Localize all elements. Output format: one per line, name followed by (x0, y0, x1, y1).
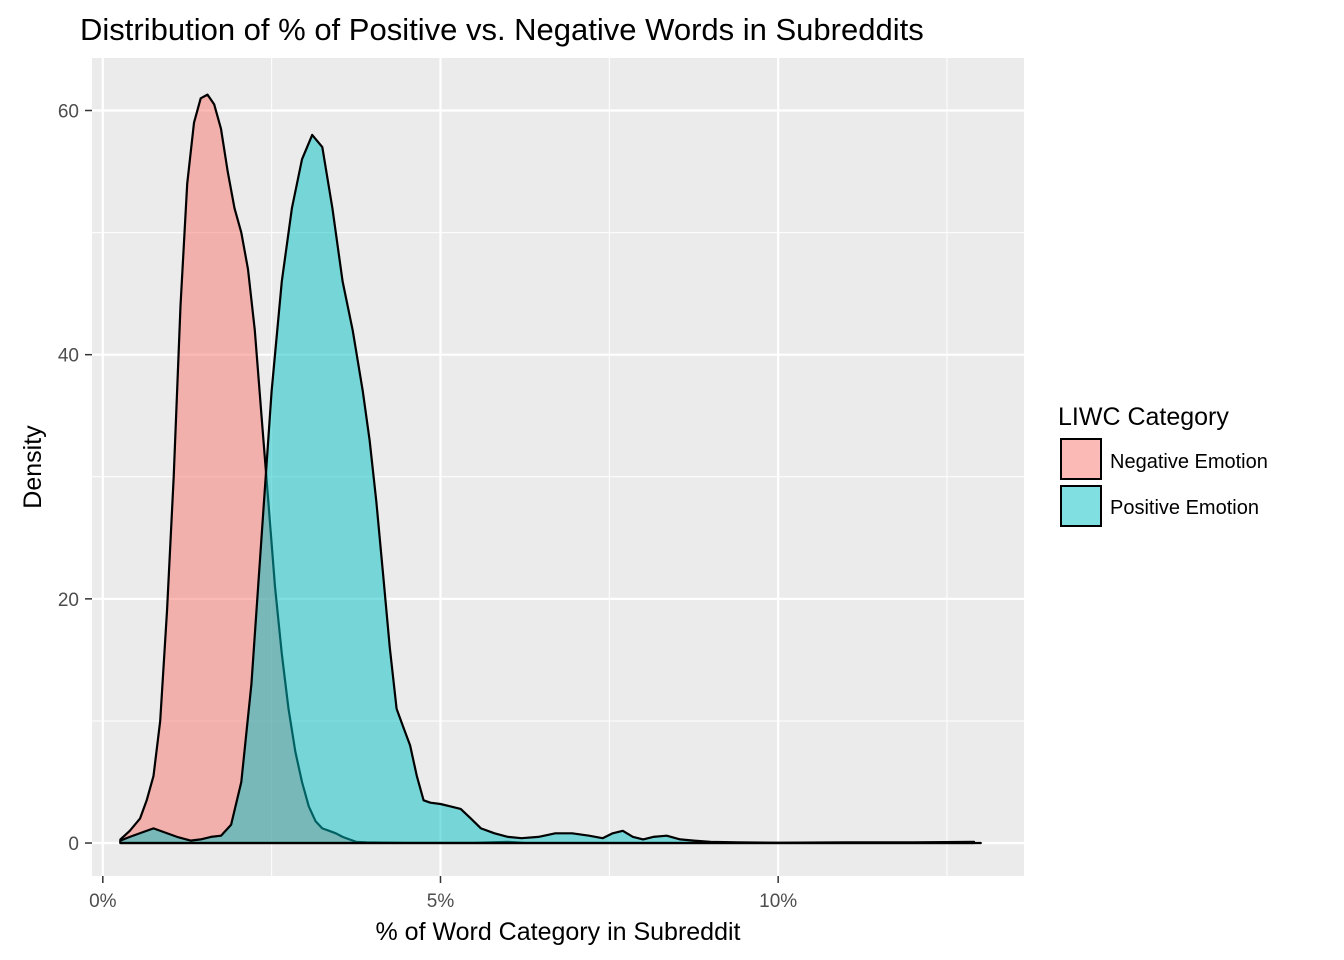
legend-key-positive (1060, 485, 1102, 527)
axis-ticks (85, 109, 779, 883)
x-tick-label: 10% (759, 891, 797, 912)
legend-key-negative (1060, 438, 1102, 480)
y-tick-label: 20 (58, 590, 79, 611)
x-tick-label: 0% (89, 891, 117, 912)
x-tick-label: 5% (427, 891, 455, 912)
x-axis-title: % of Word Category in Subreddit (375, 918, 740, 946)
y-axis-title: Density (19, 425, 47, 509)
density-area-positive (119, 133, 976, 845)
density-areas (119, 93, 982, 845)
legend-label-positive: Positive Emotion (1110, 497, 1259, 519)
legend-title: LIWC Category (1058, 403, 1229, 431)
chart-title: Distribution of % of Positive vs. Negati… (80, 12, 924, 47)
y-tick-label: 40 (58, 346, 79, 367)
legend-label-negative: Negative Emotion (1110, 451, 1268, 473)
legend: LIWC Category Negative Emotion Positive … (1058, 403, 1268, 527)
y-tick-label: 60 (58, 101, 79, 122)
y-tick-label: 0 (68, 834, 79, 855)
